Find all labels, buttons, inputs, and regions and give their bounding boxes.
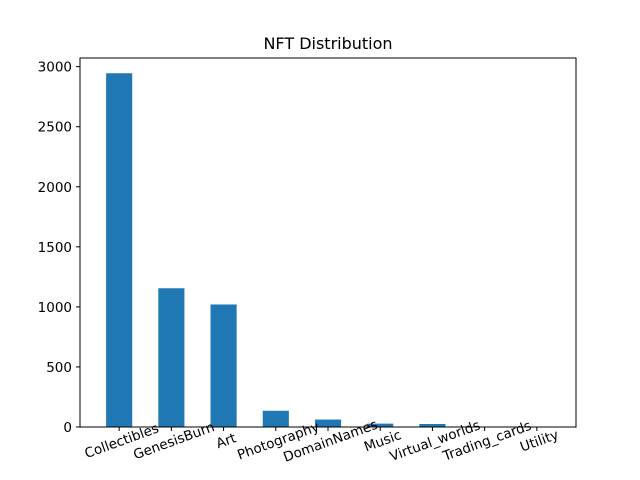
bar-music xyxy=(367,423,394,427)
plot-frame xyxy=(79,57,577,428)
bar-genesisburn xyxy=(158,288,185,427)
bar-photography xyxy=(262,410,289,427)
bar-art xyxy=(210,304,237,427)
bars-group xyxy=(106,73,550,427)
bar-virtual-worlds xyxy=(419,424,446,427)
y-tick-label: 1500 xyxy=(38,240,72,256)
bar-collectibles xyxy=(106,73,133,427)
y-tick-label: 2000 xyxy=(38,180,72,196)
bar-domainnames xyxy=(314,419,342,427)
y-tick-label: 500 xyxy=(46,360,72,376)
y-axis: 0 500 1000 1500 2000 2500 3000 xyxy=(38,60,80,436)
y-tick-label: 1000 xyxy=(38,300,72,316)
x-tick-label: Art xyxy=(214,430,238,452)
y-tick-label: 0 xyxy=(63,420,72,436)
chart-title: NFT Distribution xyxy=(263,34,392,53)
y-tick-label: 3000 xyxy=(38,60,72,76)
y-tick-label: 2500 xyxy=(38,120,72,136)
